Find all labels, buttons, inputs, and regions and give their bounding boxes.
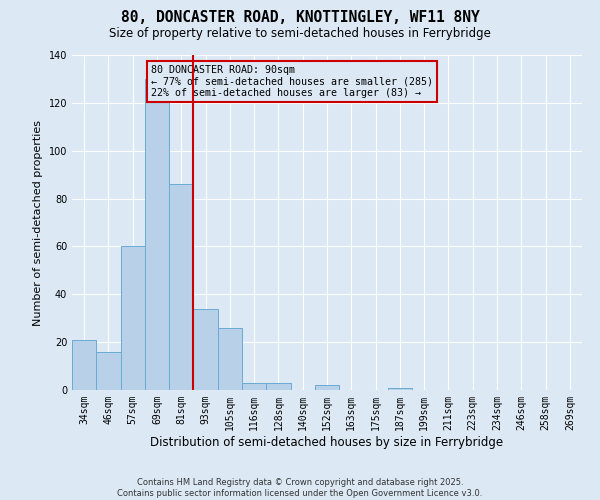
Bar bbox=[315, 385, 339, 390]
Bar bbox=[169, 184, 193, 390]
Bar bbox=[145, 79, 169, 390]
Text: Contains HM Land Registry data © Crown copyright and database right 2025.
Contai: Contains HM Land Registry data © Crown c… bbox=[118, 478, 482, 498]
Bar bbox=[242, 383, 266, 390]
Bar bbox=[388, 388, 412, 390]
X-axis label: Distribution of semi-detached houses by size in Ferrybridge: Distribution of semi-detached houses by … bbox=[151, 436, 503, 448]
Text: 80 DONCASTER ROAD: 90sqm
← 77% of semi-detached houses are smaller (285)
22% of : 80 DONCASTER ROAD: 90sqm ← 77% of semi-d… bbox=[151, 65, 433, 98]
Y-axis label: Number of semi-detached properties: Number of semi-detached properties bbox=[33, 120, 43, 326]
Bar bbox=[193, 308, 218, 390]
Text: Size of property relative to semi-detached houses in Ferrybridge: Size of property relative to semi-detach… bbox=[109, 28, 491, 40]
Bar bbox=[266, 383, 290, 390]
Bar bbox=[121, 246, 145, 390]
Bar bbox=[72, 340, 96, 390]
Bar bbox=[218, 328, 242, 390]
Bar bbox=[96, 352, 121, 390]
Text: 80, DONCASTER ROAD, KNOTTINGLEY, WF11 8NY: 80, DONCASTER ROAD, KNOTTINGLEY, WF11 8N… bbox=[121, 10, 479, 25]
